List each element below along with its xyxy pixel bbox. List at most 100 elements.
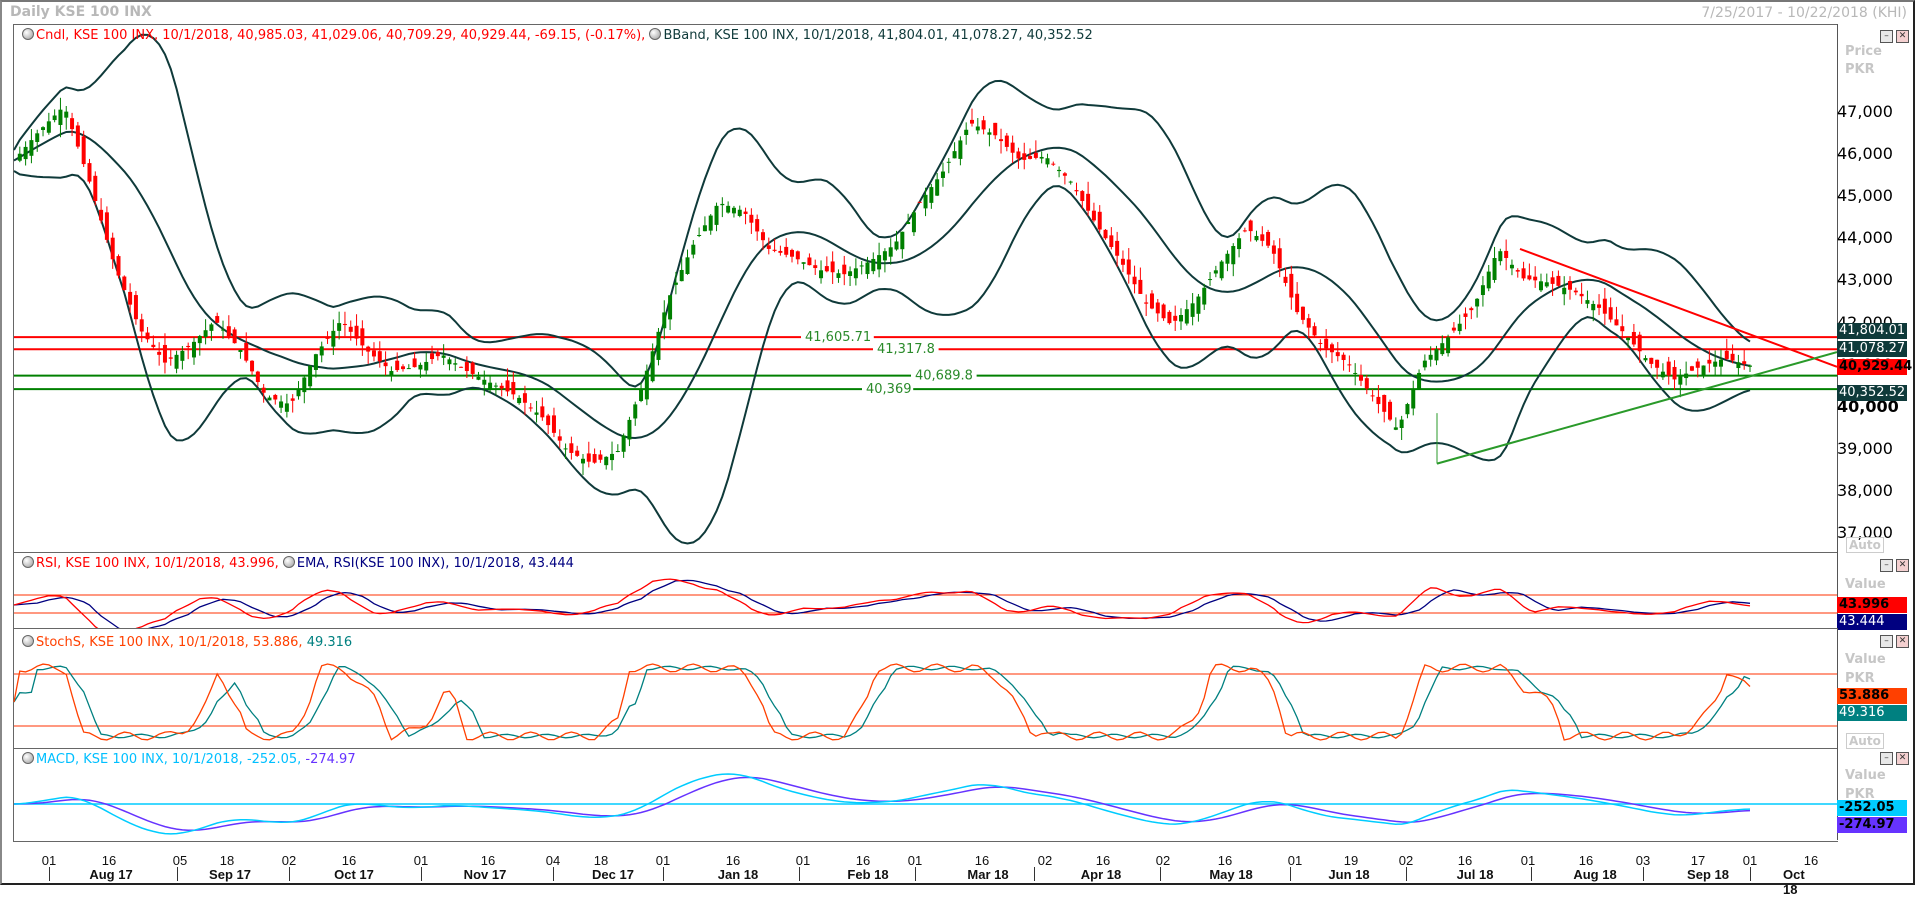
y-tick: 38,000 [1837, 480, 1893, 500]
value-badge: 43.444 [1837, 614, 1907, 630]
x-day-tick: 01 [413, 853, 429, 868]
minimize-icon[interactable]: – [1880, 30, 1893, 43]
x-separator [1034, 867, 1035, 881]
x-month-label: Jul 18 [1456, 867, 1494, 882]
x-separator [1290, 867, 1291, 881]
x-day-tick: 04 [545, 853, 561, 868]
price-scale[interactable] [1837, 24, 1912, 552]
x-day-tick: 16 [855, 853, 871, 868]
close-icon[interactable]: ✕ [1896, 559, 1909, 572]
close-icon[interactable]: ✕ [1896, 752, 1909, 765]
auto-button[interactable]: Auto [1846, 733, 1884, 749]
value-badge: 53.886 [1837, 688, 1907, 704]
close-icon[interactable]: ✕ [1896, 635, 1909, 648]
x-day-tick: 16 [1803, 853, 1819, 868]
y-tick: 46,000 [1837, 144, 1893, 164]
x-day-tick: 02 [1037, 853, 1053, 868]
x-day-tick: 19 [1343, 853, 1359, 868]
x-axis[interactable]: 01 16 05 18 02 16 01 16 04 18 01 16 01 16 01 16 02 16 02 16… [13, 853, 1837, 897]
minimize-icon[interactable]: – [1880, 559, 1893, 572]
x-separator [1531, 867, 1532, 881]
x-day-tick: 05 [172, 853, 188, 868]
x-separator [289, 867, 290, 881]
y-tick: 45,000 [1837, 186, 1893, 206]
x-separator [1406, 867, 1407, 881]
x-separator [915, 867, 916, 881]
x-month-label: Oct 17 [334, 867, 374, 882]
x-day-tick: 02 [1398, 853, 1414, 868]
close-icon[interactable]: ✕ [1896, 30, 1909, 43]
minimize-icon[interactable]: – [1880, 752, 1893, 765]
date-range: 7/25/2017 - 10/22/2018 (KHI) [1701, 5, 1907, 21]
ema-legend-text: EMA, RSI(KSE 100 INX), 10/1/2018, 43.444 [296, 556, 574, 571]
value-badge: 40,352.52 [1837, 385, 1907, 401]
price-legend: Cndl, KSE 100 INX, 10/1/2018, 40,985.03,… [22, 28, 1093, 43]
x-separator [177, 867, 178, 881]
x-day-tick: 16 [1095, 853, 1111, 868]
stoch-chart[interactable] [0, 0, 1837, 885]
rsi-chart[interactable] [0, 0, 1837, 885]
x-separator [553, 867, 554, 881]
stoch-panel[interactable] [13, 628, 1838, 750]
x-separator [663, 867, 664, 881]
x-month-label: Dec 17 [592, 867, 634, 882]
price-pane-controls: – ✕ [1880, 30, 1909, 43]
macd-chart[interactable] [0, 0, 1837, 885]
x-month-label: Feb 18 [847, 867, 889, 882]
x-separator [1750, 867, 1751, 881]
window-title: Daily KSE 100 INX [10, 4, 152, 20]
clock-icon[interactable] [282, 556, 295, 568]
clock-icon[interactable] [22, 556, 34, 568]
price-currency: PKR [1845, 62, 1875, 77]
x-month-label: Jan 18 [717, 867, 759, 882]
macd-pane-controls: – ✕ [1880, 752, 1909, 765]
minimize-icon[interactable]: – [1880, 635, 1893, 648]
x-day-tick: 18 [219, 853, 235, 868]
x-separator [799, 867, 800, 881]
bband-legend: BBand, KSE 100 INX, 10/1/2018, 41,804.01… [663, 28, 1093, 43]
value-badge: -252.05 [1837, 800, 1907, 816]
x-day-tick: 16 [1578, 853, 1594, 868]
macd-legend-text: MACD, KSE 100 INX, 10/1/2018, -252.05, [36, 752, 302, 767]
clock-icon[interactable] [22, 752, 34, 764]
rsi-legend-text: RSI, KSE 100 INX, 10/1/2018, 43.996, [36, 556, 279, 571]
x-day-tick: 02 [1155, 853, 1171, 868]
x-month-label: Oct 18 [1783, 867, 1805, 897]
x-separator [1160, 867, 1161, 881]
signal-legend-text: -274.97 [305, 752, 356, 767]
x-day-tick: 01 [1520, 853, 1536, 868]
x-month-label: Aug 17 [89, 867, 133, 882]
x-day-tick: 16 [974, 853, 990, 868]
candle-legend: Cndl, KSE 100 INX, 10/1/2018, 40,985.03,… [36, 28, 646, 43]
x-day-tick: 16 [101, 853, 117, 868]
x-day-tick: 16 [1457, 853, 1473, 868]
value-badge: 41,078.27 [1837, 341, 1907, 357]
x-day-tick: 16 [480, 853, 496, 868]
macd-scale[interactable] [1837, 748, 1912, 840]
y-tick: 40,000 [1837, 396, 1899, 416]
rsi-scale[interactable] [1837, 552, 1912, 628]
stoch-legend: StochS, KSE 100 INX, 10/1/2018, 53.886, … [22, 635, 352, 650]
value-badge: 43.996 [1837, 597, 1907, 613]
x-month-label: Mar 18 [967, 867, 1009, 882]
x-month-label: Nov 17 [463, 867, 507, 882]
price-chart[interactable]: 41,605.71 41,317.8 40,689.840,369 [0, 0, 1837, 560]
svg-text:41,317.8: 41,317.8 [877, 342, 935, 357]
x-day-tick: 02 [281, 853, 297, 868]
auto-button[interactable]: Auto [1846, 537, 1884, 553]
x-month-label: Sep 17 [209, 867, 251, 882]
stoch-unit: Value [1845, 652, 1886, 667]
x-month-label: Aug 18 [1573, 867, 1617, 882]
clock-icon[interactable] [22, 28, 34, 40]
macd-currency: PKR [1845, 787, 1875, 802]
clock-icon[interactable] [649, 28, 662, 40]
x-day-tick: 01 [655, 853, 671, 868]
y-tick: 47,000 [1837, 102, 1893, 121]
value-badge: 41,804.01 [1837, 323, 1907, 339]
x-day-tick: 16 [725, 853, 741, 868]
stoch-currency: PKR [1845, 671, 1875, 686]
x-separator [421, 867, 422, 881]
svg-text:41,605.71: 41,605.71 [805, 330, 871, 345]
x-day-tick: 01 [1742, 853, 1758, 868]
clock-icon[interactable] [22, 635, 34, 647]
